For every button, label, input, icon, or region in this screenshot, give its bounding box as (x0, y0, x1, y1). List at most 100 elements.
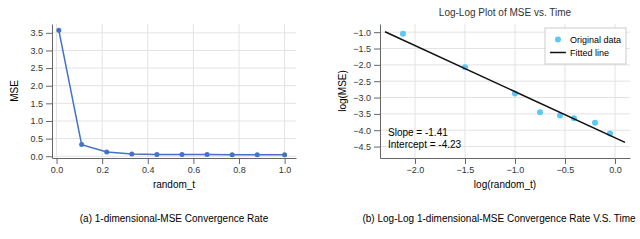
grid-line-y (52, 32, 296, 33)
y-tick-label: −4.5 (353, 142, 371, 152)
y-tick-label: 0.5 (30, 134, 43, 144)
x-tick-label: −0.5 (557, 165, 575, 175)
y-tick-mark (374, 114, 380, 115)
grid-line-x (102, 24, 103, 158)
legend-box (545, 28, 626, 64)
y-axis-title: log(MSE) (337, 70, 348, 112)
y-tick-label: −2.5 (353, 77, 371, 87)
x-tick-mark (239, 158, 240, 164)
y-tick-label: 2.0 (30, 81, 43, 91)
y-tick-mark (374, 65, 380, 66)
x-tick-label: 0.2 (96, 165, 109, 175)
y-tick: 0.0 (30, 152, 52, 162)
grid (52, 24, 296, 158)
legend-item: Original data (555, 35, 621, 45)
y-tick: −3.5 (353, 109, 380, 119)
grid-line-y (52, 68, 296, 69)
grid-line-x (284, 24, 285, 158)
grid-line-y (380, 64, 630, 65)
x-tick: −2.0 (407, 158, 425, 175)
data-point (154, 152, 159, 157)
x-tick: 0.0 (51, 158, 64, 175)
y-tick: −3.0 (353, 93, 380, 103)
x-tick-mark (615, 158, 616, 164)
grid-line-y (52, 120, 296, 121)
legend-swatch (555, 37, 561, 43)
y-tick: −2.5 (353, 77, 380, 87)
y-tick: 1.0 (30, 116, 52, 126)
y-tick-label: 0.0 (30, 152, 43, 162)
y-tick-mark (46, 156, 52, 157)
x-tick-mark (285, 158, 286, 164)
legend: Original data Fitted line (545, 28, 626, 64)
data-point (56, 28, 61, 33)
x-tick-mark (565, 158, 566, 164)
y-tick-mark (46, 33, 52, 34)
data-point (255, 152, 260, 157)
x-tick-label: 0.8 (233, 165, 246, 175)
y-axis: 0.0 0.5 1.0 1.5 2.0 2.5 3.0 3.5 (30, 25, 52, 162)
y-tick: −4.0 (353, 126, 380, 136)
x-tick-label: −1.0 (507, 165, 525, 175)
grid-line-y (380, 97, 630, 98)
y-tick-label: 3.5 (30, 28, 43, 38)
y-tick-mark (374, 147, 380, 148)
data-point (79, 142, 84, 147)
y-tick-mark (374, 98, 380, 99)
data-point (537, 109, 543, 115)
x-tick: −1.5 (457, 158, 475, 175)
y-axis-line (52, 25, 53, 159)
x-tick-mark (57, 158, 58, 164)
x-tick-label: 0.0 (51, 165, 64, 175)
data-point (400, 31, 406, 37)
data-point (179, 152, 184, 157)
y-tick-label: 3.0 (30, 46, 43, 56)
y-axis-title: MSE (9, 80, 20, 102)
panel: −2.0−1.5−1.0−0.50.0−4.5−4.0−3.5−3.0−2.5−… (337, 7, 636, 224)
legend-item: Fitted line (550, 48, 609, 58)
y-tick: 2.5 (30, 63, 52, 73)
y-tick-label: 1.5 (30, 99, 43, 109)
data-point (104, 150, 109, 155)
y-tick: 3.0 (30, 46, 52, 56)
annotation: Intercept = -4.23 (388, 139, 462, 150)
grid-line-y (52, 85, 296, 86)
x-tick-label: 1.0 (279, 165, 292, 175)
caption: (a) 1-dimensional-MSE Convergence Rate (80, 213, 269, 224)
y-tick-mark (374, 130, 380, 131)
legend-swatch (550, 52, 566, 54)
grid-line-y (52, 138, 296, 139)
panel: 0.0 0.2 0.4 0.6 0.8 1.0 0.0 0.5 1.0 1.5 2.0 2.5 3.0 3… (9, 24, 297, 224)
y-tick-mark (374, 49, 380, 50)
legend-label: Original data (570, 35, 621, 45)
x-tick-mark (515, 158, 516, 164)
y-tick-label: 1.0 (30, 116, 43, 126)
y-tick-label: −3.5 (353, 109, 371, 119)
grid-line-x (147, 24, 148, 158)
x-tick-label: −2.0 (407, 165, 425, 175)
grid-line-x (56, 24, 57, 158)
x-tick: 0.6 (188, 158, 201, 175)
y-tick-label: −3.0 (353, 93, 371, 103)
x-axis-line (381, 158, 631, 159)
y-tick: 2.0 (30, 81, 52, 91)
x-tick-label: 0.4 (142, 165, 155, 175)
x-tick: −1.0 (507, 158, 525, 175)
x-axis: 0.0 0.2 0.4 0.6 0.8 1.0 (51, 158, 297, 175)
caption: (b) Log-Log 1-dimensional-MSE Convergenc… (362, 213, 636, 224)
grid-line-y (52, 103, 296, 104)
y-tick: −2.0 (353, 60, 380, 70)
data-point (282, 152, 287, 157)
x-tick: 0.4 (142, 158, 155, 175)
y-tick-label: −4.0 (353, 126, 371, 136)
grid-line-y (52, 50, 296, 51)
series-line (385, 32, 625, 143)
marks (56, 28, 287, 157)
chart-title: Log-Log Plot of MSE vs. Time (439, 7, 572, 18)
x-tick: 1.0 (279, 158, 292, 175)
y-tick-mark (46, 139, 52, 140)
data-point (592, 120, 598, 126)
y-tick-mark (46, 50, 52, 51)
y-tick-label: 2.5 (30, 63, 43, 73)
y-tick: −4.5 (353, 142, 380, 152)
